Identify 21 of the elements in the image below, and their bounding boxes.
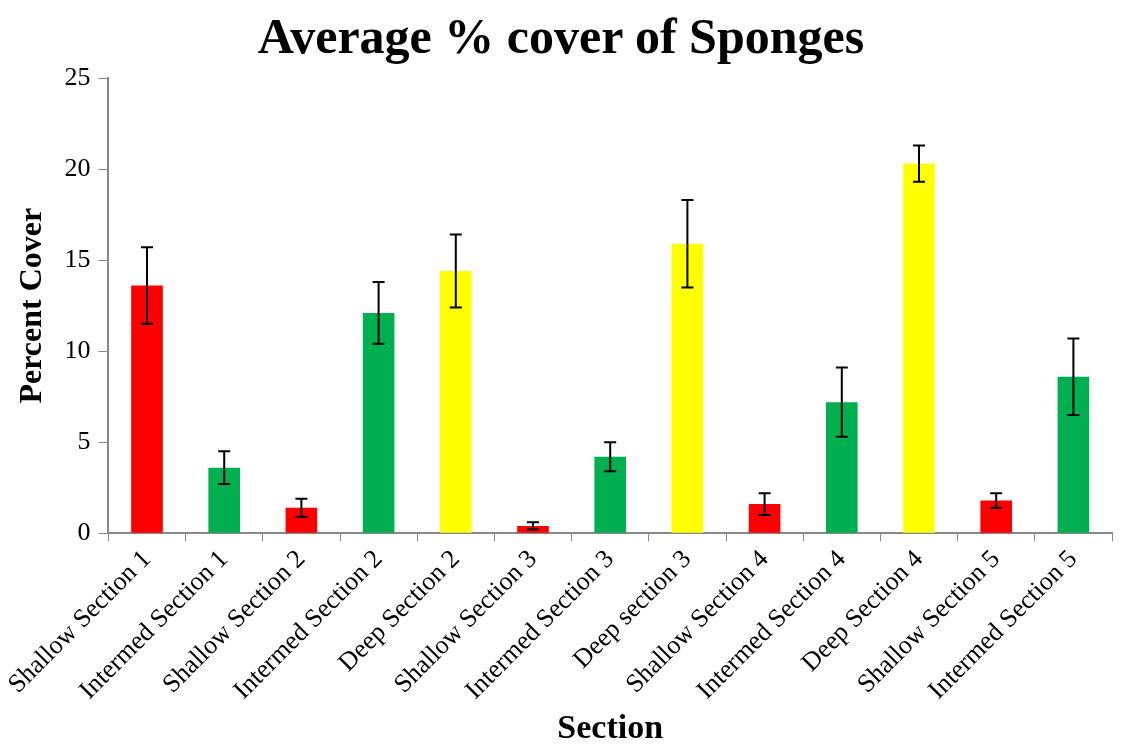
bar xyxy=(1057,376,1090,533)
y-axis-title: Percent Cover xyxy=(12,207,49,404)
y-tick-label: 20 xyxy=(64,152,91,182)
bar xyxy=(208,467,241,533)
bar xyxy=(594,456,627,533)
bar xyxy=(131,285,163,533)
y-tick-label: 15 xyxy=(64,243,91,273)
bar xyxy=(439,271,472,533)
bar xyxy=(903,163,935,533)
bar xyxy=(825,402,858,533)
y-tick-label: 5 xyxy=(77,426,91,456)
bar xyxy=(748,504,781,533)
chart-title: Average % cover of Sponges xyxy=(257,7,865,64)
bar xyxy=(285,507,318,533)
bar xyxy=(362,312,395,533)
y-tick-label: 25 xyxy=(64,61,91,91)
bar xyxy=(980,500,1013,533)
y-tick-label: 0 xyxy=(77,517,91,547)
bar xyxy=(671,243,704,533)
y-tick-label: 10 xyxy=(64,334,91,364)
x-axis-title: Section xyxy=(557,708,664,746)
